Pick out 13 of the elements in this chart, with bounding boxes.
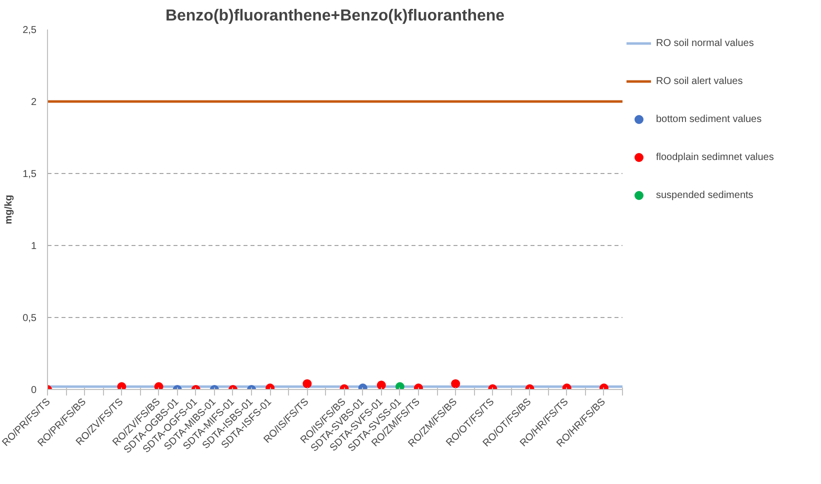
y-tick-label: 0,5 bbox=[22, 313, 37, 324]
legend-label: RO soil alert values bbox=[656, 76, 743, 86]
y-tick-label: 2 bbox=[30, 97, 37, 108]
legend-label: floodplain sedimnet values bbox=[656, 152, 774, 162]
legend-label: suspended sediments bbox=[656, 190, 754, 200]
chart-title: Benzo(b)fluoranthene+Benzo(k)fluoranthene bbox=[165, 8, 505, 24]
y-axis-title: mg/kg bbox=[4, 194, 15, 224]
legend-label: bottom sediment values bbox=[656, 114, 762, 124]
legend-label: RO soil normal values bbox=[656, 38, 754, 48]
y-tick-label: 1 bbox=[30, 241, 37, 252]
y-tick-label: 2,5 bbox=[22, 25, 37, 36]
y-tick-label: 0 bbox=[30, 385, 37, 396]
y-tick-label: 1,5 bbox=[22, 169, 37, 180]
